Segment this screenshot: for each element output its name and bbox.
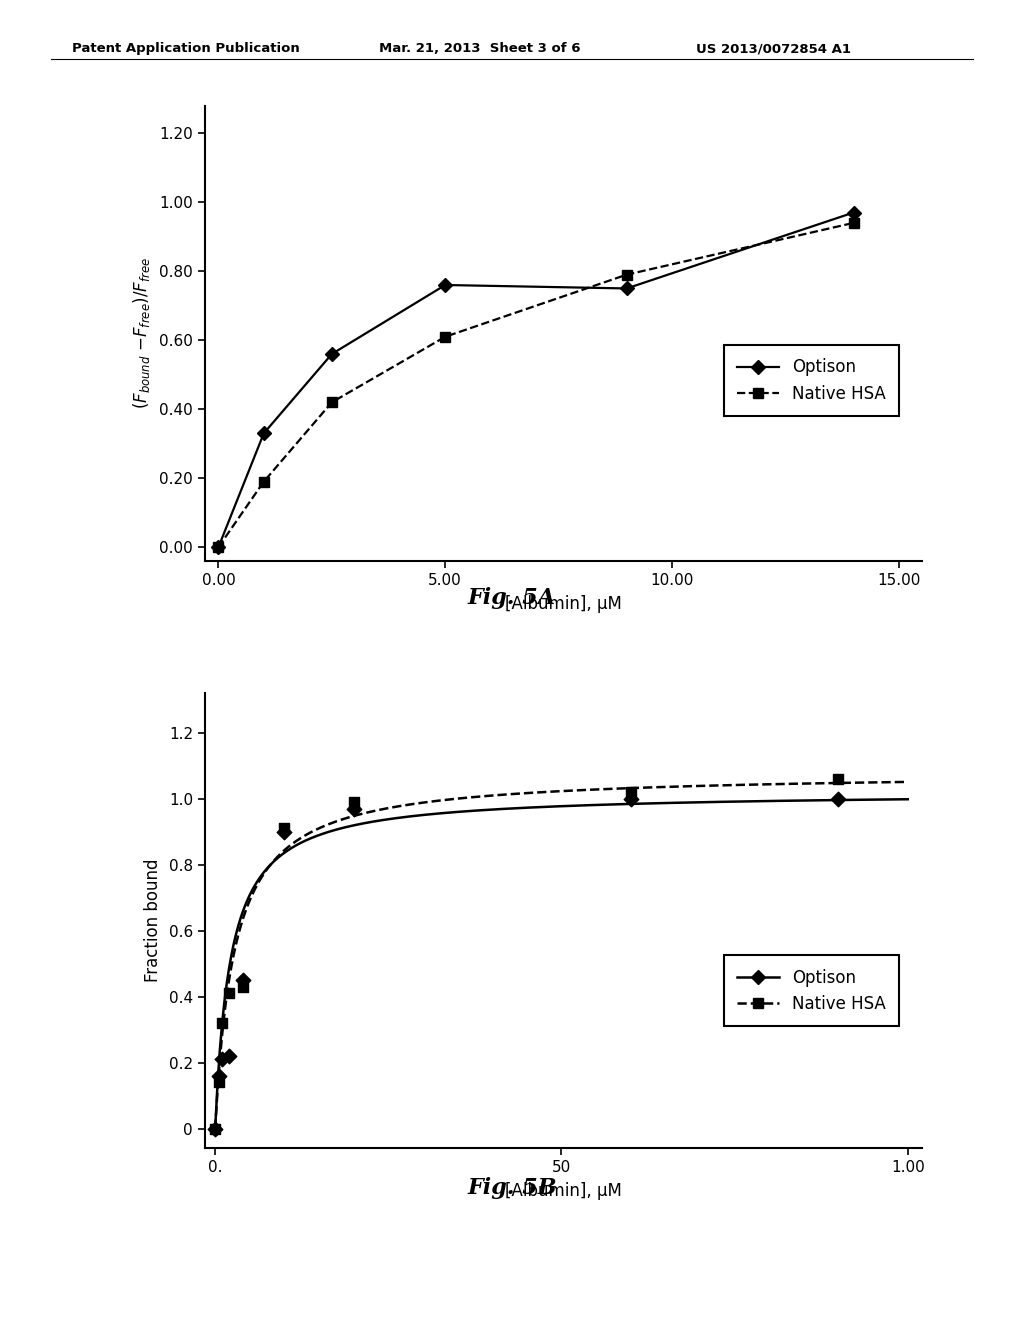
Line: Optison: Optison xyxy=(214,207,858,552)
Point xyxy=(345,792,361,813)
Point xyxy=(207,1118,223,1139)
Y-axis label: $(F_{bound}$ $-F_{free})$/$F_{free}$: $(F_{bound}$ $-F_{free})$/$F_{free}$ xyxy=(131,257,153,409)
Point xyxy=(276,821,293,842)
Point xyxy=(276,818,293,840)
X-axis label: [Albumin], μM: [Albumin], μM xyxy=(505,1183,622,1200)
X-axis label: [Albumin], μM: [Albumin], μM xyxy=(505,595,622,612)
Point xyxy=(211,1072,227,1093)
Legend: Optison, Native HSA: Optison, Native HSA xyxy=(724,956,899,1026)
Optison xyxy=(326,346,338,362)
Text: Fig. 5B: Fig. 5B xyxy=(467,1177,557,1200)
Point xyxy=(221,982,238,1005)
Optison xyxy=(621,281,633,297)
Point xyxy=(214,1048,230,1069)
Native HSA xyxy=(848,215,860,231)
Point xyxy=(345,797,361,818)
Point xyxy=(211,1065,227,1086)
Point xyxy=(234,977,251,998)
Optison xyxy=(848,205,860,220)
Text: Mar. 21, 2013  Sheet 3 of 6: Mar. 21, 2013 Sheet 3 of 6 xyxy=(379,42,581,55)
Optison xyxy=(439,277,452,293)
Text: Fig. 5A: Fig. 5A xyxy=(468,587,556,610)
Point xyxy=(234,969,251,990)
Native HSA xyxy=(326,395,338,411)
Native HSA xyxy=(212,540,224,556)
Text: Patent Application Publication: Patent Application Publication xyxy=(72,42,299,55)
Point xyxy=(830,788,847,809)
Native HSA xyxy=(621,267,633,282)
Point xyxy=(830,768,847,789)
Point xyxy=(214,1012,230,1034)
Point xyxy=(623,788,639,809)
Native HSA xyxy=(439,329,452,345)
Point xyxy=(623,781,639,803)
Optison xyxy=(258,425,270,441)
Legend: Optison, Native HSA: Optison, Native HSA xyxy=(724,345,899,416)
Y-axis label: Fraction bound: Fraction bound xyxy=(143,859,162,982)
Optison xyxy=(212,540,224,556)
Point xyxy=(221,1045,238,1067)
Native HSA xyxy=(258,474,270,490)
Line: Native HSA: Native HSA xyxy=(214,218,858,552)
Point xyxy=(207,1118,223,1139)
Text: US 2013/0072854 A1: US 2013/0072854 A1 xyxy=(696,42,851,55)
